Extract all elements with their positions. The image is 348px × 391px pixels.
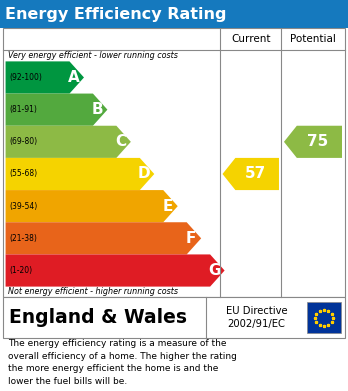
Bar bbox=[0, 0, 348, 28]
Text: (69-80): (69-80) bbox=[10, 137, 38, 146]
Bar bbox=[307, 302, 341, 333]
Bar bbox=[3, 28, 345, 297]
Text: A: A bbox=[68, 70, 80, 85]
Polygon shape bbox=[284, 126, 342, 158]
Text: Very energy efficient - lower running costs: Very energy efficient - lower running co… bbox=[8, 51, 177, 60]
Polygon shape bbox=[6, 93, 108, 126]
Polygon shape bbox=[6, 61, 84, 93]
Polygon shape bbox=[6, 222, 201, 255]
Polygon shape bbox=[6, 255, 224, 287]
Text: Current: Current bbox=[231, 34, 270, 44]
Text: England & Wales: England & Wales bbox=[9, 308, 187, 327]
Text: 57: 57 bbox=[244, 167, 266, 181]
Polygon shape bbox=[6, 190, 178, 222]
Text: G: G bbox=[208, 263, 221, 278]
Text: E: E bbox=[163, 199, 173, 213]
Polygon shape bbox=[6, 158, 154, 190]
Text: F: F bbox=[186, 231, 196, 246]
Text: B: B bbox=[92, 102, 103, 117]
Text: (1-20): (1-20) bbox=[10, 266, 33, 275]
Text: The energy efficiency rating is a measure of the
overall efficiency of a home. T: The energy efficiency rating is a measur… bbox=[8, 339, 237, 386]
Bar bbox=[3, 297, 345, 338]
Text: (92-100): (92-100) bbox=[10, 73, 42, 82]
Text: C: C bbox=[115, 135, 126, 149]
Text: (21-38): (21-38) bbox=[10, 234, 38, 243]
Text: 75: 75 bbox=[307, 135, 328, 149]
Text: Not energy efficient - higher running costs: Not energy efficient - higher running co… bbox=[8, 287, 178, 296]
Text: Energy Efficiency Rating: Energy Efficiency Rating bbox=[5, 7, 227, 22]
Polygon shape bbox=[222, 158, 279, 190]
Polygon shape bbox=[6, 126, 131, 158]
Text: Potential: Potential bbox=[290, 34, 336, 44]
Text: (81-91): (81-91) bbox=[10, 105, 38, 114]
Text: D: D bbox=[138, 167, 150, 181]
Text: (55-68): (55-68) bbox=[10, 169, 38, 179]
Text: EU Directive
2002/91/EC: EU Directive 2002/91/EC bbox=[226, 306, 287, 329]
Text: (39-54): (39-54) bbox=[10, 202, 38, 211]
